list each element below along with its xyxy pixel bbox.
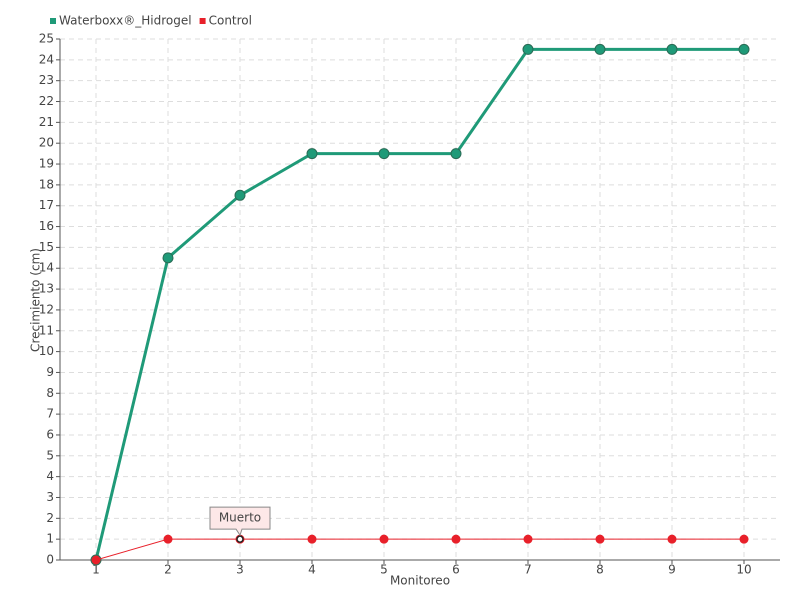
y-tick-label: 22	[39, 94, 54, 108]
y-tick-label: 17	[39, 198, 54, 212]
y-tick-label: 11	[39, 323, 54, 337]
y-tick-label: 16	[39, 219, 54, 233]
point	[739, 534, 749, 544]
y-tick-label: 14	[39, 261, 54, 275]
x-tick-label: 1	[92, 563, 100, 577]
point	[379, 534, 389, 544]
point	[307, 534, 317, 544]
y-tick-label: 10	[39, 344, 54, 358]
point	[163, 534, 173, 544]
legend-swatch	[50, 18, 56, 24]
point	[306, 148, 318, 160]
y-axis-label: Crecimiento (cm)	[29, 248, 43, 352]
point	[162, 252, 174, 264]
y-tick-label: 15	[39, 240, 54, 254]
y-tick-label: 5	[46, 448, 54, 462]
y-tick-label: 8	[46, 386, 54, 400]
y-tick-label: 23	[39, 73, 54, 87]
y-tick-label: 4	[46, 469, 54, 483]
y-tick-label: 3	[46, 490, 54, 504]
y-tick-label: 19	[39, 157, 54, 171]
legend-swatch	[199, 18, 206, 24]
x-tick-label: 4	[308, 563, 316, 577]
x-tick-label: 7	[524, 563, 532, 577]
point	[666, 43, 678, 55]
annotation-box	[209, 506, 271, 537]
annotation-text: Muerto	[219, 511, 261, 525]
y-tick-label: 24	[39, 52, 54, 66]
series-line	[94, 47, 744, 561]
x-tick-label: 9	[668, 563, 676, 577]
y-tick-label: 7	[46, 407, 54, 421]
point	[234, 189, 246, 201]
x-axis-label: Monitoreo	[390, 574, 450, 588]
x-tick-label: 5	[380, 563, 388, 577]
y-tick-label: 2	[46, 511, 54, 525]
point	[667, 534, 677, 544]
y-tick-label: 0	[46, 553, 54, 567]
x-tick-label: 3	[236, 563, 244, 577]
y-tick-label: 9	[46, 365, 54, 379]
y-tick-label: 13	[39, 282, 54, 296]
y-tick-label: 12	[39, 302, 54, 316]
y-tick-label: 25	[39, 32, 54, 46]
legend-label: Waterboxx®_Hidrogel	[59, 14, 192, 28]
point	[378, 148, 390, 160]
point	[523, 534, 533, 544]
point	[522, 43, 534, 55]
y-tick-label: 6	[46, 427, 54, 441]
point	[738, 43, 750, 55]
series-line	[95, 538, 744, 561]
y-tick-label: 20	[39, 136, 54, 150]
x-tick-label: 6	[452, 563, 460, 577]
y-tick-label: 18	[39, 177, 54, 191]
legend-label: Control	[209, 14, 252, 28]
point	[595, 534, 605, 544]
x-tick-label: 2	[164, 563, 172, 577]
point	[451, 534, 461, 544]
point	[450, 148, 462, 160]
x-tick-label: 8	[596, 563, 604, 577]
x-tick-label: 10	[736, 563, 751, 577]
point	[594, 43, 606, 55]
annotation-point	[236, 535, 244, 543]
y-tick-label: 21	[39, 115, 54, 129]
point	[91, 555, 101, 565]
y-tick-label: 1	[46, 532, 54, 546]
